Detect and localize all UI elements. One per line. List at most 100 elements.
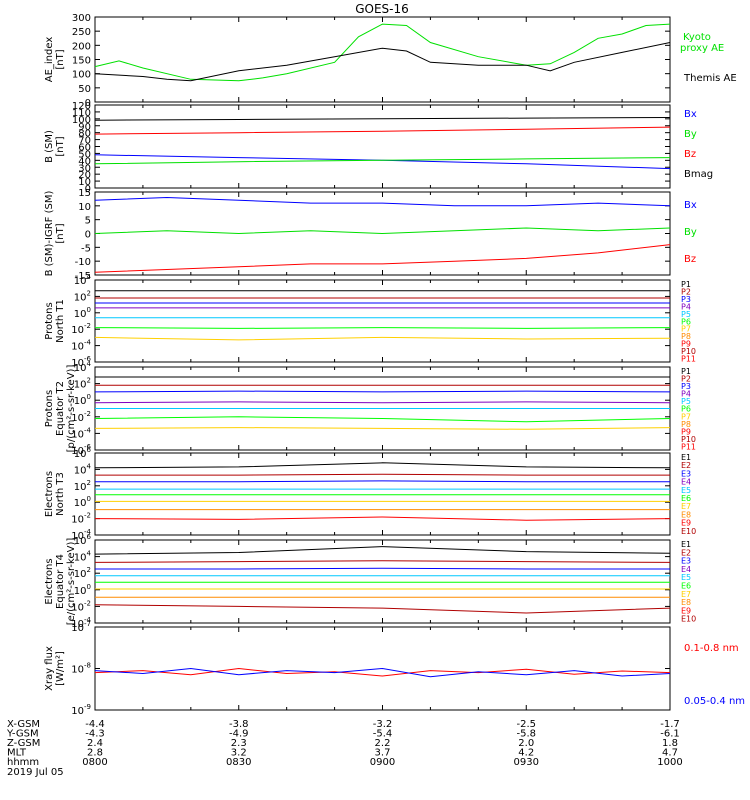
channel-label: E2 <box>681 461 691 470</box>
series-line-by <box>94 227 671 235</box>
channel-label: E5 <box>681 573 691 582</box>
channel-label: P11 <box>681 442 696 451</box>
y-tick-label: 110 <box>72 108 91 119</box>
y-tick-label: 120 <box>72 101 91 112</box>
axis-row-value: -2.5 <box>516 719 536 730</box>
axis-row-value: 1000 <box>657 757 682 768</box>
legend-by: By <box>684 227 697 238</box>
y-axis-label: North T1 <box>55 299 66 343</box>
panel-2: -15 -10 -5 0 5 10 15 B (SM)-IGRF (SM) [nT] <box>44 188 671 282</box>
y-tick-exponent: 0 <box>87 306 91 314</box>
axis-row-value: 0930 <box>514 757 539 768</box>
axis-row-label: Z-GSM <box>7 738 40 749</box>
series-line-0-1-0-8-nm <box>94 667 671 677</box>
axis-row-value: 3.7 <box>375 748 391 759</box>
series-line-p6 <box>94 327 671 329</box>
y-tick-label: 102 <box>74 289 91 303</box>
series-line-e8 <box>94 604 671 614</box>
axis-row-value: -5.4 <box>373 729 393 740</box>
axis-row-value: 2.4 <box>87 738 103 749</box>
y-axis-label: AE_index <box>44 37 55 83</box>
channel-label: E9 <box>681 606 691 615</box>
legend-themis-ae: Themis AE <box>683 73 737 84</box>
axis-row-value: 4.2 <box>518 748 534 759</box>
axis-row-value: -4.4 <box>85 719 105 730</box>
axis-row-label: hhmm <box>7 757 39 768</box>
y-tick-exponent: -6 <box>84 443 92 451</box>
y-tick-exponent: -8 <box>84 662 91 670</box>
y-tick-label: 0 <box>85 98 91 109</box>
y-tick-label: 5 <box>85 216 91 227</box>
y-axis-label: [W/m²] <box>55 651 66 686</box>
series-line-p3 <box>94 390 671 393</box>
y-tick-exponent: -4 <box>84 616 92 624</box>
channel-label: E8 <box>681 598 691 607</box>
axis-row-value: -4.9 <box>229 729 249 740</box>
y-tick-label: 10-8 <box>71 662 91 676</box>
axis-row-value: 2.8 <box>87 748 103 759</box>
series-line-bx <box>94 196 671 207</box>
y-tick-label: 90 <box>78 122 91 133</box>
date-label: 2019 Jul 05 <box>7 767 64 778</box>
y-tick-label: 10 <box>78 202 91 213</box>
y-tick-label: -15 <box>75 271 91 282</box>
y-tick-label: 250 <box>72 27 91 38</box>
axis-row-value: 0830 <box>226 757 251 768</box>
axis-row-value: 2.3 <box>231 738 247 749</box>
channel-label: E9 <box>681 519 691 528</box>
axis-row-value: 2.0 <box>518 738 534 749</box>
channel-label: P2 <box>681 287 691 296</box>
y-tick-label: 10-9 <box>71 703 91 717</box>
y-axis-label: [nT] <box>55 49 66 69</box>
y-tick-exponent: 2 <box>87 566 91 574</box>
legend-by: By <box>684 129 697 140</box>
channel-label: E4 <box>681 565 691 574</box>
series-line-p4 <box>94 401 671 404</box>
y-tick-label: 10-7 <box>71 620 91 634</box>
channel-label: E10 <box>681 615 696 624</box>
y-tick-label: 104 <box>74 462 92 476</box>
channel-label: P5 <box>681 310 691 319</box>
channel-label: P4 <box>681 302 691 311</box>
legend-bz: Bz <box>684 254 696 265</box>
axis-row-label: MLT <box>7 748 27 759</box>
series-line-kyoto-proxy-ae <box>94 23 671 82</box>
y-axis-label: Electrons <box>44 558 55 604</box>
channel-label: P3 <box>681 295 691 304</box>
y-tick-exponent: 4 <box>87 550 92 558</box>
axis-row-value: 2.2 <box>375 738 391 749</box>
channel-label: E1 <box>681 453 691 462</box>
channel-label: E6 <box>681 582 691 591</box>
series-line-p6 <box>94 416 671 423</box>
y-tick-exponent: 0 <box>87 495 91 503</box>
axis-row-label: Y-GSM <box>6 729 39 740</box>
y-tick-exponent: -2 <box>84 410 91 418</box>
y-tick-exponent: 0 <box>87 583 91 591</box>
axis-row-label: X-GSM <box>7 719 40 730</box>
y-tick-exponent: -9 <box>84 703 91 711</box>
y-tick-exponent: 4 <box>87 273 92 281</box>
y-axis-label: B (SM)-IGRF (SM) <box>44 191 55 277</box>
channel-label: P3 <box>681 382 691 391</box>
y-tick-label: -5 <box>81 243 91 254</box>
y-tick-exponent: -2 <box>84 599 91 607</box>
y-tick-exponent: 2 <box>87 479 91 487</box>
y-tick-exponent: 4 <box>87 360 92 368</box>
channel-label: P8 <box>681 332 691 341</box>
series-line-e3 <box>95 480 670 483</box>
y-axis-label: Xray flux <box>44 646 55 691</box>
y-tick-label: 10-2 <box>71 322 91 336</box>
panel-frame <box>94 16 671 103</box>
channel-label: P5 <box>681 397 691 406</box>
channel-label: P9 <box>681 427 691 436</box>
figure-title: GOES-16 <box>355 2 409 16</box>
y-axis-label: [nT] <box>55 136 66 156</box>
y-tick-label: 80 <box>78 129 91 140</box>
y-tick-label: 0 <box>85 184 91 195</box>
channel-label: P7 <box>681 412 691 421</box>
channel-label: E1 <box>681 540 691 549</box>
channel-label: P4 <box>681 390 691 399</box>
